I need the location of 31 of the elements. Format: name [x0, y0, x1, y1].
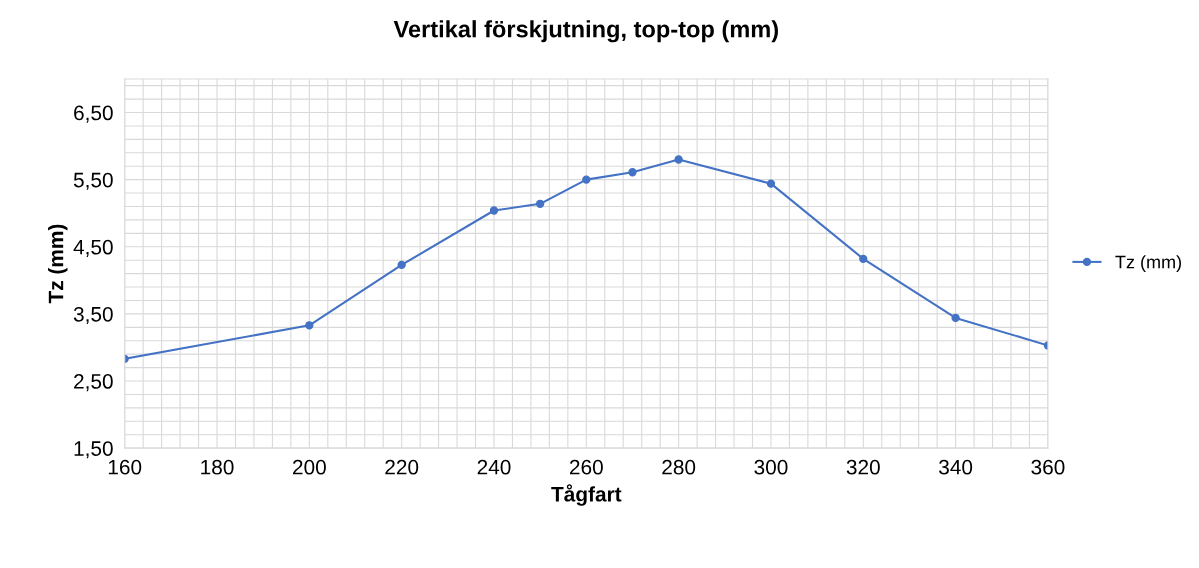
point	[766, 179, 776, 188]
x-tick-label: 300	[754, 459, 788, 475]
y-tick-label: 2,50	[74, 374, 113, 392]
x-tick-label: 160	[108, 459, 142, 475]
x-axis-title: Tågfart	[551, 484, 622, 506]
point	[489, 206, 499, 215]
y-tick-label: 5,50	[73, 172, 113, 190]
x-tick-label: 220	[385, 459, 419, 475]
legend-label: Tz (mm)	[1115, 255, 1181, 272]
point	[674, 155, 683, 164]
chart-title: Vertikal förskjutning, top-top (mm)	[393, 20, 778, 43]
y-tick-label: 4,50	[73, 239, 113, 257]
x-tick-label: 280	[662, 459, 696, 475]
x-tick-label: 360	[1031, 459, 1065, 475]
point	[951, 313, 960, 323]
point	[397, 260, 406, 270]
point	[582, 175, 591, 184]
y-tick-label: 6,50	[74, 105, 113, 123]
point	[535, 199, 545, 208]
point	[305, 321, 314, 330]
y-tick-label: 1,50	[74, 441, 113, 459]
y-tick-label: 3,50	[73, 306, 113, 325]
x-tick-label: 340	[939, 459, 973, 475]
x-tick-label: 200	[293, 459, 326, 475]
point	[859, 254, 868, 264]
x-tick-label: 240	[477, 459, 511, 475]
x-tick-label: 180	[201, 459, 234, 475]
x-tick-label: 320	[846, 459, 880, 475]
x-tick-label: 260	[569, 459, 603, 475]
y-axis-title: Tz (mm)	[48, 224, 68, 304]
point	[628, 168, 637, 177]
